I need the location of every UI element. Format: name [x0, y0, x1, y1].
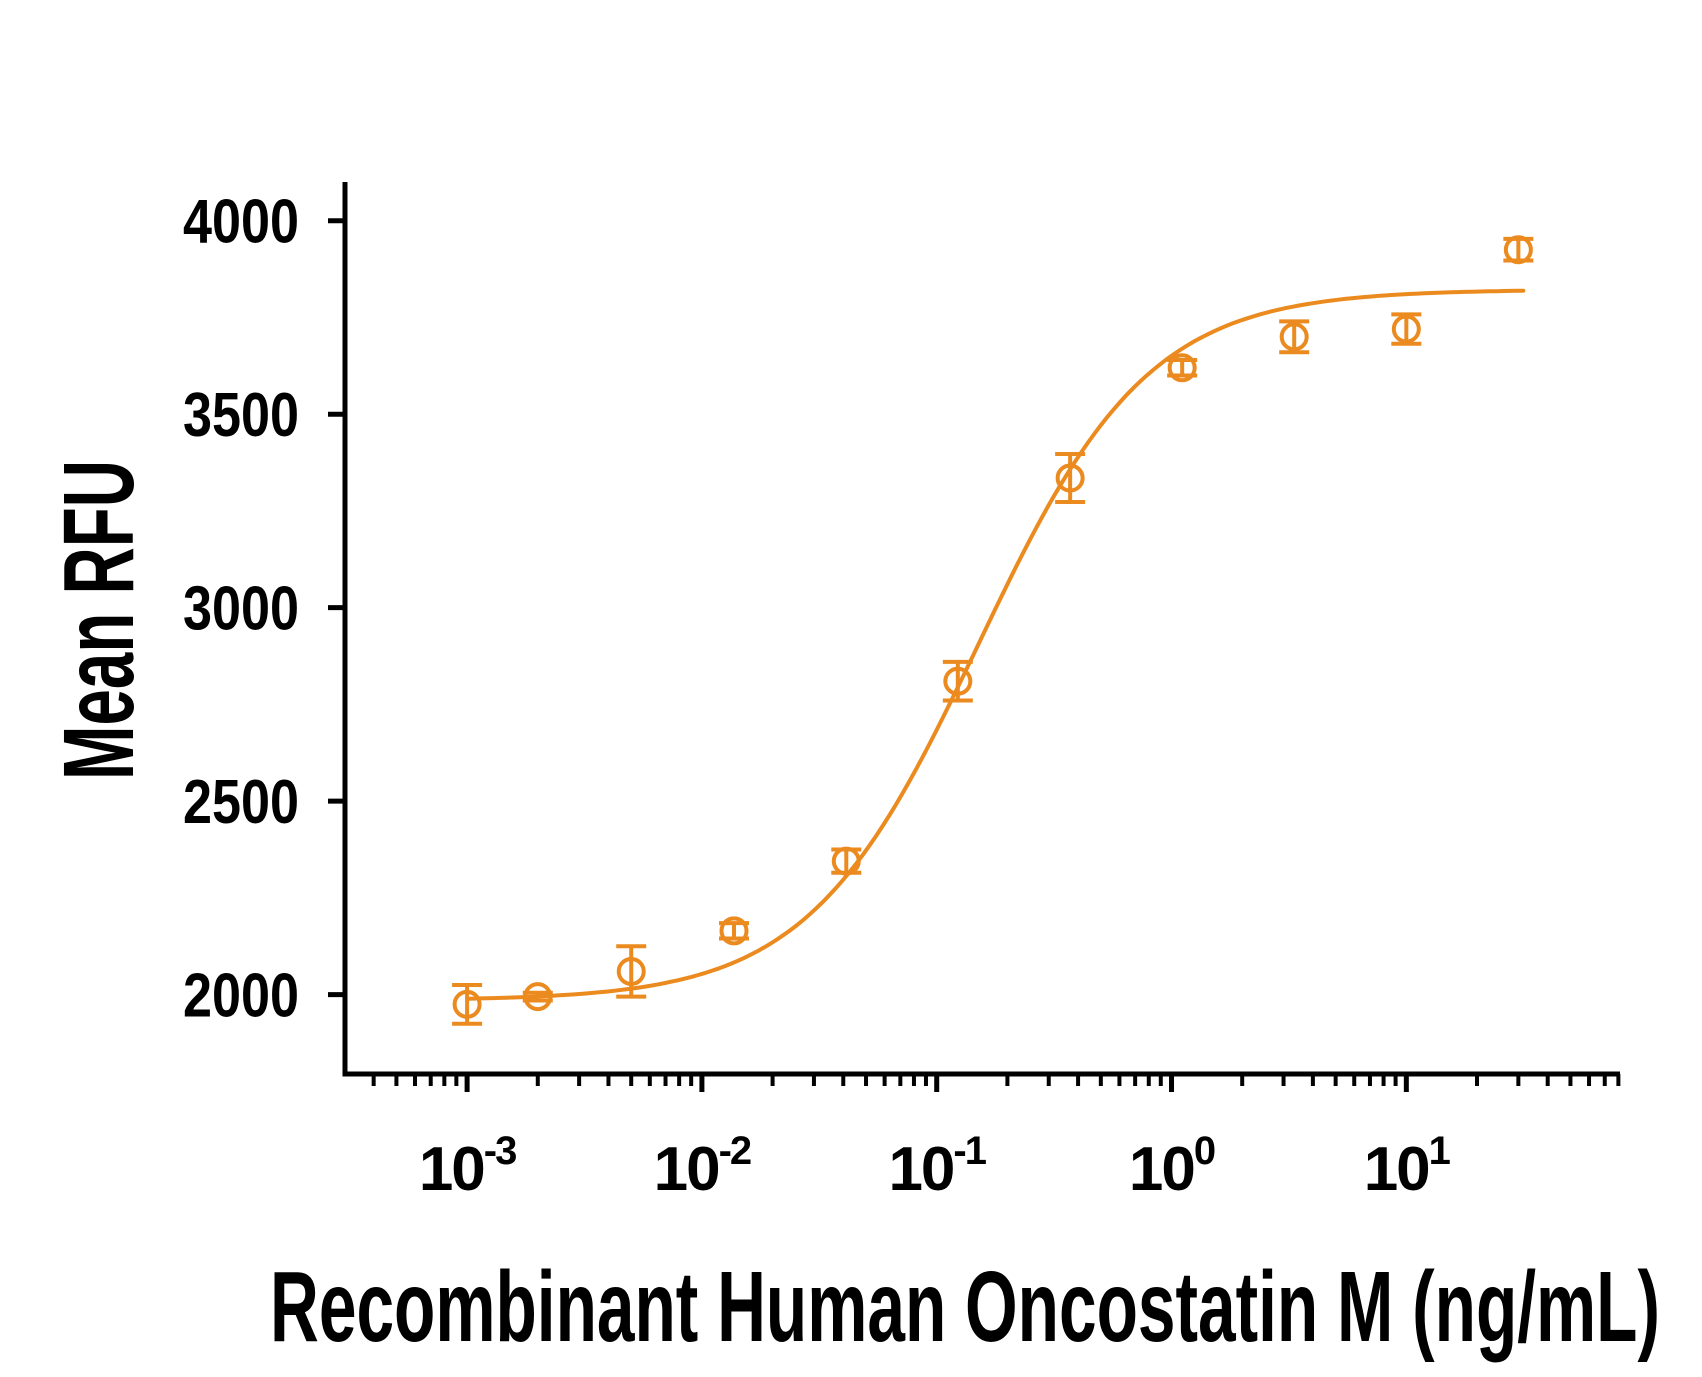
data-point	[522, 982, 553, 1012]
x-tick-exponent: 0	[1194, 1129, 1215, 1173]
x-tick-label: 100	[1129, 1129, 1215, 1204]
data-point-marker	[452, 989, 482, 1019]
data-point-marker	[523, 982, 553, 1012]
data-point-marker	[1391, 314, 1421, 344]
data-point	[719, 916, 750, 946]
x-tick-base: 10	[1364, 1135, 1429, 1204]
x-tick-label: 10-3	[419, 1129, 516, 1204]
fit-curve-path	[465, 288, 1526, 1001]
x-tick-exponent: -3	[484, 1129, 516, 1173]
data-point-marker	[616, 956, 646, 986]
data-point-marker	[1503, 235, 1533, 265]
data-point-marker	[943, 666, 973, 696]
x-tick-exponent: -2	[719, 1129, 751, 1173]
x-tick-base: 10	[654, 1135, 719, 1204]
data-point-marker	[1279, 322, 1309, 352]
x-tick-base: 10	[419, 1135, 484, 1204]
y-tick-label: 3000	[183, 575, 299, 644]
x-axis-title: Recombinant Human Oncostatin M (ng/mL)	[270, 1251, 1660, 1363]
y-axis-title: Mean RFU	[43, 460, 155, 780]
data-point-marker	[1055, 463, 1085, 493]
data-series	[452, 235, 1534, 1026]
y-tick-label: 3500	[183, 381, 299, 450]
data-point-marker	[719, 916, 749, 946]
x-tick-label: 10-2	[654, 1129, 751, 1204]
data-point	[1167, 353, 1198, 383]
data-point	[452, 982, 483, 1026]
y-tick-label: 2500	[183, 768, 299, 837]
x-tick-base: 10	[888, 1135, 953, 1204]
y-tick-label: 2000	[183, 962, 299, 1031]
data-point	[616, 944, 647, 999]
y-tick-label: 4000	[183, 188, 299, 257]
x-tick-label: 10-1	[888, 1129, 986, 1204]
x-tick-label: 101	[1364, 1129, 1451, 1204]
data-point-marker	[1167, 353, 1197, 383]
fit-curve	[465, 288, 1526, 1001]
data-point	[1503, 235, 1534, 265]
x-tick-exponent: -1	[953, 1129, 986, 1173]
data-point	[942, 659, 973, 703]
data-point	[1391, 312, 1422, 346]
data-point-marker	[831, 846, 861, 876]
x-axis: 10-3 10-2 10-1 100 101	[342, 1071, 1621, 1204]
data-point	[1279, 319, 1310, 355]
y-axis: 2000 2500 3000 3500 4000	[183, 182, 348, 1077]
data-point	[831, 846, 862, 876]
x-tick-base: 10	[1129, 1135, 1194, 1204]
data-point	[1055, 452, 1086, 505]
x-tick-exponent: 1	[1429, 1129, 1451, 1173]
